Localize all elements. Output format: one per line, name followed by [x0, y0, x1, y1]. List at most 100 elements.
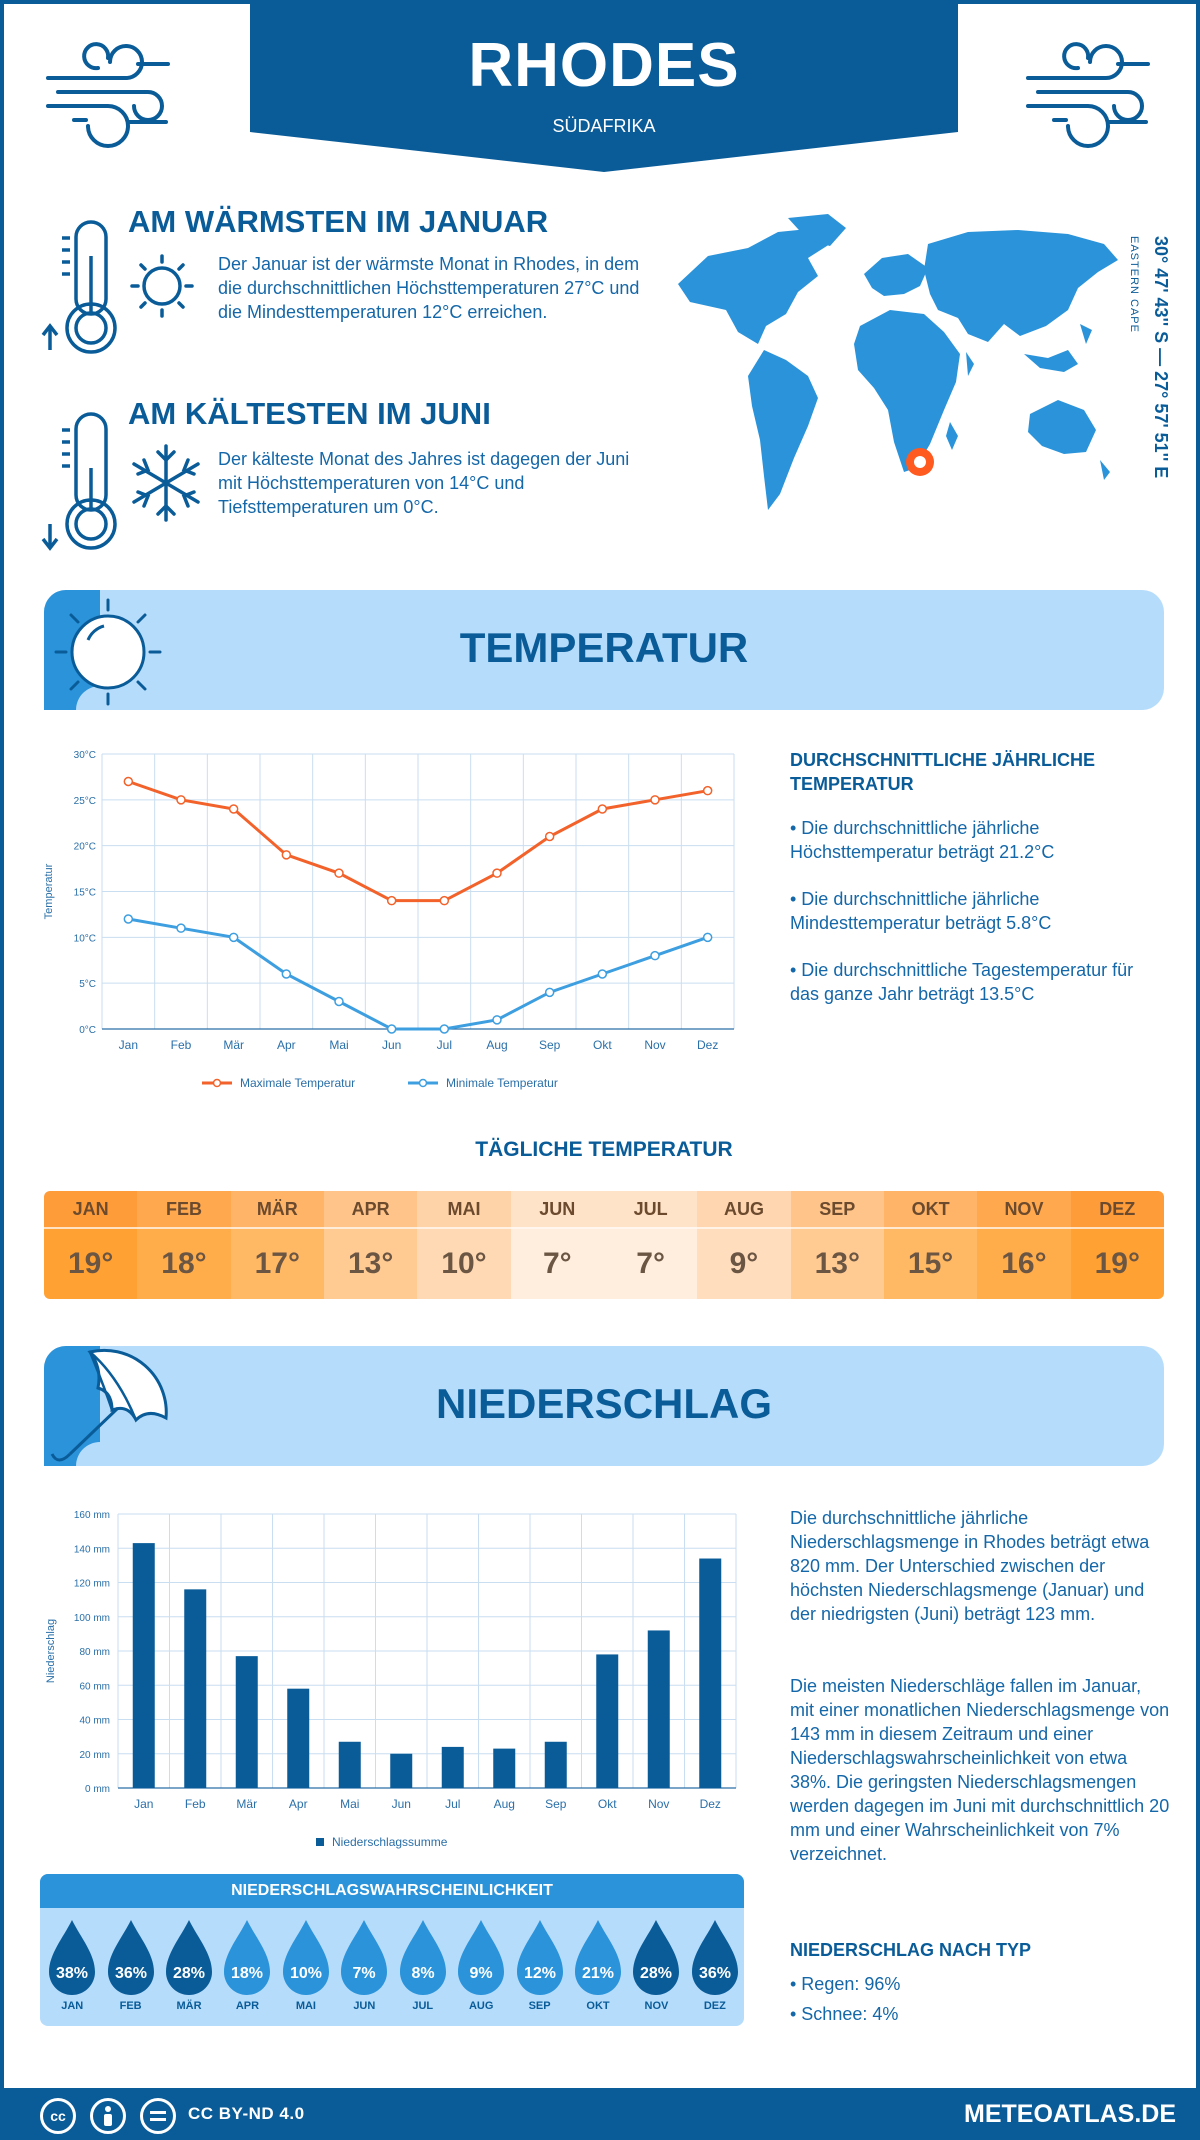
probability-drop: 10% MAI: [277, 1918, 335, 2012]
probability-value: 18%: [231, 1965, 263, 1982]
probability-value: 36%: [699, 1965, 731, 1982]
y-tick-label: 40 mm: [79, 1716, 110, 1727]
data-point: [492, 868, 502, 878]
y-tick-label: 60 mm: [79, 1681, 110, 1692]
probability-drop: 21% OKT: [569, 1918, 627, 2012]
data-point: [544, 987, 555, 998]
raindrop-icon: 8%: [399, 1920, 446, 1995]
probability-value: 12%: [524, 1965, 556, 1982]
coordinates-text: 30° 47' 43'' S — 27° 57' 51'' E: [1151, 236, 1171, 479]
data-point: [334, 868, 344, 878]
x-tick-label: Mär: [223, 1038, 244, 1052]
daily-temperature-column: JUL 7°: [603, 1191, 698, 1299]
probability-month-label: DEZ: [703, 2000, 726, 2012]
x-tick-label: Jan: [134, 1797, 153, 1811]
probability-drop: 9% AUG: [452, 1918, 510, 2012]
annual-min-text: • Die durchschnittliche jährliche Mindes…: [790, 889, 1052, 933]
raindrop-icon: 21%: [575, 1920, 621, 1995]
annual-mean-text: • Die durchschnittliche Tagestemperatur …: [790, 960, 1134, 1004]
precipitation-bar: [493, 1748, 516, 1788]
daily-temperature-value: 7°: [603, 1229, 698, 1299]
daily-temperature-value: 17°: [230, 1229, 324, 1299]
data-point: [334, 996, 344, 1007]
annual-temperature-heading: DURCHSCHNITTLICHE JÄHRLICHE TEMPERATUR: [790, 750, 1095, 794]
probability-drop: 7% JUN: [335, 1918, 393, 2012]
daily-temperature-column: SEP 13°: [790, 1191, 884, 1299]
probability-drop: 12% SEP: [510, 1918, 568, 2012]
y-tick-label: 30°C: [74, 750, 96, 761]
data-point: [597, 804, 608, 814]
x-tick-label: Jan: [119, 1038, 138, 1052]
data-point: [176, 795, 186, 805]
data-point: [228, 804, 239, 814]
x-tick-label: Jun: [392, 1797, 411, 1811]
probability-month-label: SEP: [528, 2000, 551, 2012]
wind-icon: [1026, 42, 1150, 148]
probability-month-label: JAN: [61, 2000, 84, 2012]
wind-icon: [46, 42, 170, 148]
y-tick-label: 15°C: [74, 888, 96, 899]
x-tick-label: Mai: [329, 1038, 348, 1052]
raindrop-shape: [107, 1920, 154, 1995]
probability-drop: 36% FEB: [101, 1918, 159, 2012]
precipitation-banner: [44, 1346, 1164, 1466]
x-tick-label: Apr: [277, 1038, 296, 1052]
data-point: [597, 969, 608, 979]
y-tick-label: 20 mm: [79, 1750, 110, 1761]
daily-temperature-value: 9°: [697, 1229, 791, 1299]
daily-temperature-column: MAI 10°: [417, 1191, 511, 1299]
daily-temperature-value: 19°: [44, 1229, 138, 1299]
data-point: [176, 923, 186, 933]
raindrop-shape: [575, 1920, 621, 1995]
license-text[interactable]: CC BY-ND 4.0: [188, 2104, 305, 2123]
daily-temperature-table: JAN 19° FEB 18° MÄR 17° APR 13° MAI 10° JUN 7° JUL 7°…: [44, 1191, 1164, 1299]
x-tick-label: Jul: [437, 1038, 452, 1052]
umbrella-icon: [50, 1348, 168, 1462]
probability-value: 10%: [290, 1965, 322, 1982]
probability-value: 28%: [173, 1965, 205, 1982]
daily-temperature-title: TÄGLICHE TEMPERATUR: [475, 1138, 733, 1161]
daily-temperature-value: 10°: [417, 1229, 511, 1299]
probability-value: 9%: [470, 1965, 493, 1982]
precipitation-bar: [338, 1741, 361, 1788]
world-map: [678, 214, 1118, 510]
warmest-text: Der Januar ist der wärmste Monat in Rhod…: [218, 254, 640, 322]
probability-drop: 36% DEZ: [686, 1918, 744, 2012]
legend-marker: [418, 1078, 428, 1088]
header-banner: [250, 4, 958, 172]
probability-month-label: NOV: [644, 2000, 669, 2012]
daily-temperature-value: 19°: [1070, 1229, 1164, 1299]
daily-temperature-column: JUN 7°: [510, 1191, 604, 1299]
daily-temperature-column: JAN 19°: [44, 1191, 138, 1299]
raindrop-shape: [282, 1920, 329, 1995]
legend-marker: [212, 1078, 222, 1088]
y-tick-label: 120 mm: [74, 1579, 110, 1590]
y-tick-label: 100 mm: [74, 1613, 110, 1624]
raindrop-shape: [166, 1920, 213, 1995]
daily-month-label: MAI: [417, 1191, 511, 1229]
thermometer-hot-icon: [41, 220, 194, 354]
precipitation-probability-panel: NIEDERSCHLAGSWAHRSCHEINLICHKEIT 38% JAN 36…: [40, 1874, 744, 2026]
site-link[interactable]: METEOATLAS.DE: [964, 2100, 1177, 2128]
probability-value: 38%: [56, 1965, 88, 1982]
x-tick-label: Jul: [445, 1797, 460, 1811]
data-point: [281, 850, 292, 860]
precipitation-type-snow: • Schnee: 4%: [790, 2004, 899, 2024]
y-tick-label: 0 mm: [85, 1784, 110, 1795]
probability-drop: 28% MÄR: [160, 1918, 218, 2012]
daily-temperature-value: 13°: [790, 1229, 884, 1299]
x-tick-label: Aug: [486, 1038, 507, 1052]
x-tick-label: Mär: [236, 1797, 257, 1811]
probability-month-label: MAI: [295, 2000, 316, 2012]
precipitation-type-heading: NIEDERSCHLAG NACH TYP: [790, 1940, 1032, 1960]
footer-bar: [4, 2088, 1196, 2140]
data-point: [544, 831, 555, 842]
data-point: [492, 1015, 502, 1025]
daily-month-label: APR: [323, 1191, 418, 1229]
raindrop-icon: 38%: [49, 1920, 96, 1995]
precipitation-bar: [596, 1654, 619, 1788]
attribution-icon: [90, 2098, 126, 2134]
raindrop-icon: 36%: [691, 1920, 738, 1995]
x-tick-label: Okt: [598, 1797, 617, 1811]
